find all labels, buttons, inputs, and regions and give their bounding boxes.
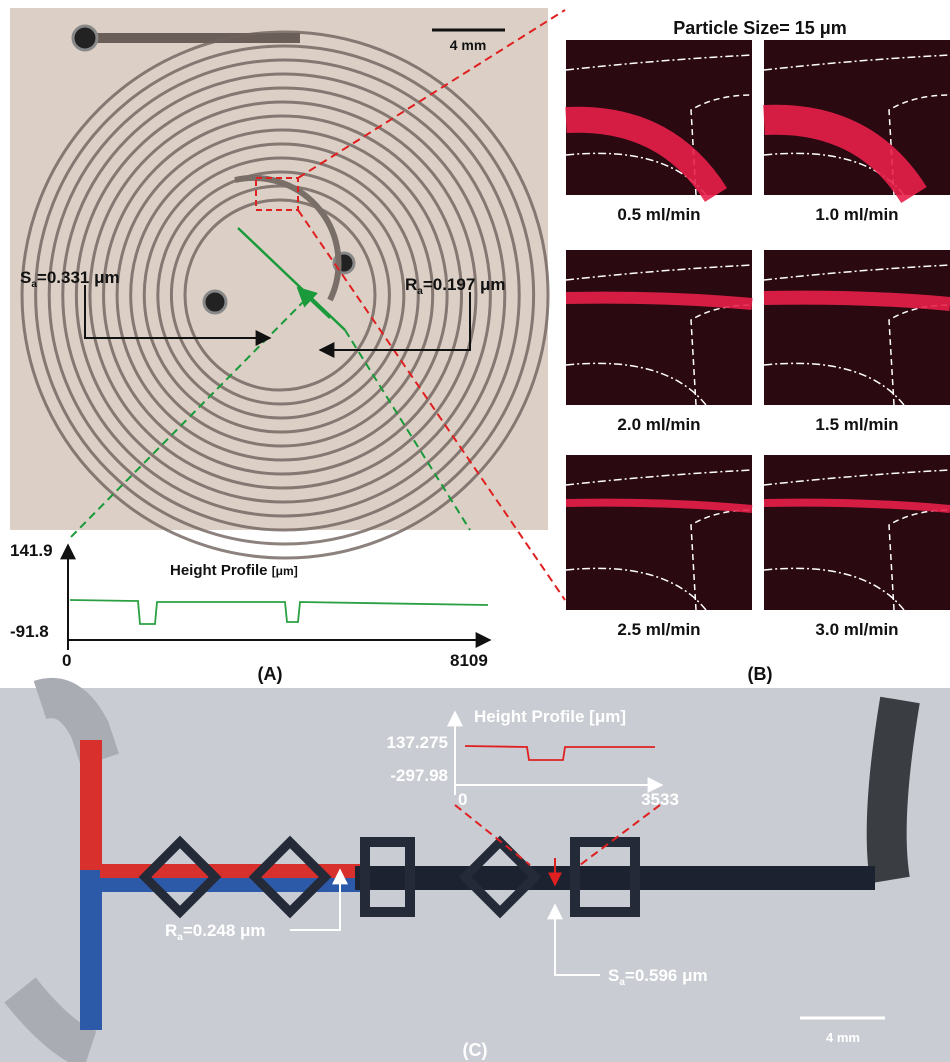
blue-channel bbox=[80, 870, 102, 1030]
y-min-label: -91.8 bbox=[10, 622, 49, 641]
port bbox=[204, 291, 226, 313]
x-max-label: 3533 bbox=[641, 790, 679, 809]
value: =0.596 μm bbox=[625, 966, 708, 985]
unit: [μm] bbox=[272, 564, 298, 578]
particle-stream bbox=[566, 298, 752, 304]
symbol: R bbox=[165, 921, 177, 940]
figure: Sa=0.331 μm Ra=0.197 μm 4 mm 141.9 -91.8… bbox=[0, 0, 950, 1062]
panel-label: (B) bbox=[748, 664, 773, 684]
flow-rate-label: 1.0 ml/min bbox=[815, 205, 898, 224]
value: =0.331 μm bbox=[37, 268, 120, 287]
mixed-stream bbox=[355, 866, 875, 890]
symbol: S bbox=[20, 268, 31, 287]
x-max-label: 8109 bbox=[450, 651, 488, 670]
flow-image bbox=[764, 250, 950, 405]
red-channel bbox=[80, 740, 102, 870]
port bbox=[73, 26, 97, 50]
title: Height Profile bbox=[170, 562, 268, 579]
x-min-label: 0 bbox=[62, 651, 71, 670]
flow-rate-label: 0.5 ml/min bbox=[617, 205, 700, 224]
tube bbox=[887, 700, 900, 880]
y-max-label: 141.9 bbox=[10, 541, 53, 560]
profile-trace bbox=[70, 600, 488, 624]
scale-bar-label: 4 mm bbox=[826, 1030, 860, 1045]
flow-image bbox=[566, 250, 752, 405]
flow-rate-label: 2.0 ml/min bbox=[617, 415, 700, 434]
y-max-label: 137.275 bbox=[387, 733, 448, 752]
flow-images: 0.5 ml/min 1.0 ml/min 2.0 ml/min 1.5 ml/min… bbox=[566, 40, 950, 639]
panel-label: (A) bbox=[258, 664, 283, 684]
particle-stream bbox=[764, 298, 950, 304]
symbol: S bbox=[608, 966, 619, 985]
symbol: R bbox=[405, 275, 417, 294]
value: =0.197 μm bbox=[423, 275, 506, 294]
flow-rate-label: 2.5 ml/min bbox=[617, 620, 700, 639]
profile-title: Height Profile [μm] bbox=[170, 562, 298, 579]
page: {"panel_a": {"label": "(A)", "scale_bar"… bbox=[0, 0, 950, 1062]
flow-image bbox=[764, 455, 950, 610]
y-min-label: -297.98 bbox=[390, 766, 448, 785]
x-min-label: 0 bbox=[458, 790, 467, 809]
flow-rate-label: 3.0 ml/min bbox=[815, 620, 898, 639]
channel-photo bbox=[0, 688, 950, 1062]
flow-rate-label: 1.5 ml/min bbox=[815, 415, 898, 434]
panel-label: (C) bbox=[463, 1040, 488, 1060]
panel-title: Particle Size= 15 μm bbox=[673, 18, 847, 38]
value: =0.248 μm bbox=[183, 921, 266, 940]
profile-title: Height Profile [μm] bbox=[474, 707, 626, 726]
scale-bar-label: 4 mm bbox=[450, 37, 487, 53]
flow-image bbox=[566, 455, 752, 610]
